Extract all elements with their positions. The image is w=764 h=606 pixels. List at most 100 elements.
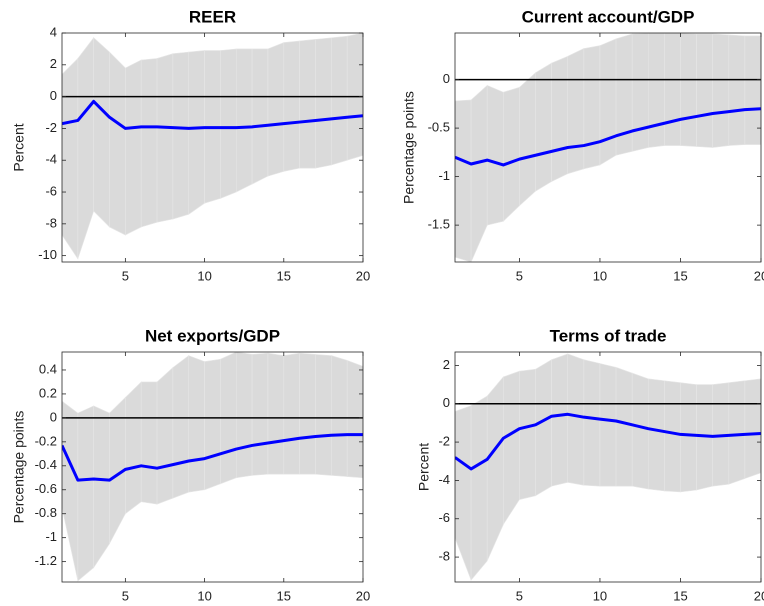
confidence-band [503, 86, 520, 222]
confidence-band [744, 378, 761, 479]
confidence-band [583, 359, 601, 487]
confidence-band [315, 354, 332, 476]
y-tick-label: 0 [50, 409, 57, 424]
confidence-band [283, 40, 300, 172]
chart-title: Current account/GDP [522, 7, 695, 26]
confidence-band [680, 382, 697, 493]
x-tick-label: 20 [754, 588, 764, 603]
x-tick-label: 5 [516, 268, 523, 283]
confidence-band [140, 381, 158, 505]
confidence-band [93, 37, 110, 228]
y-tick-label: -0.8 [35, 505, 57, 520]
x-tick-label: 15 [673, 268, 687, 283]
y-tick-label: -6 [438, 510, 450, 525]
confidence-band [599, 363, 617, 487]
confidence-band [267, 352, 285, 475]
x-tick-label: 10 [593, 268, 607, 283]
confidence-band [299, 39, 316, 169]
confidence-band [125, 59, 142, 236]
confidence-band [77, 405, 94, 582]
x-tick-label: 10 [197, 588, 211, 603]
confidence-band [204, 358, 221, 491]
confidence-band [251, 352, 269, 476]
confidence-band [631, 33, 649, 152]
y-axis-label: Percent [416, 443, 432, 491]
y-axis-label: Percentage points [11, 411, 27, 524]
y-tick-label: -4 [45, 152, 57, 167]
confidence-band [728, 380, 746, 485]
confidence-band [551, 55, 569, 182]
confidence-band [470, 395, 488, 581]
confidence-band [696, 33, 713, 148]
y-tick-label: -8 [438, 549, 450, 564]
confidence-band [615, 366, 633, 487]
y-tick-label: -0.2 [35, 433, 57, 448]
confidence-band [567, 353, 585, 486]
y-tick-label: -2 [438, 434, 450, 449]
confidence-band [172, 51, 190, 220]
axes-frame [61, 32, 364, 263]
y-tick-label: -1.5 [428, 217, 450, 232]
y-tick-label: -1 [438, 168, 450, 183]
y-tick-label: -0.4 [35, 457, 57, 472]
confidence-band [647, 33, 665, 148]
y-tick-label: -1 [45, 529, 57, 544]
y-tick-label: 0 [443, 71, 450, 86]
confidence-band [140, 58, 158, 228]
x-tick-label: 20 [754, 268, 764, 283]
axes-frame [61, 351, 364, 583]
x-tick-label: 5 [122, 588, 129, 603]
y-tick-label: -0.6 [35, 481, 57, 496]
confidence-band [188, 50, 205, 215]
chart-title: REER [189, 7, 236, 26]
y-tick-label: -0.5 [428, 120, 450, 135]
confidence-band [567, 48, 585, 175]
y-tick-label: -8 [45, 215, 57, 230]
confidence-band [156, 366, 174, 505]
confidence-band [188, 355, 205, 493]
confidence-band [486, 84, 504, 226]
axes-frame [454, 351, 762, 583]
confidence-band [235, 48, 253, 193]
confidence-band [583, 45, 601, 170]
x-tick-label: 10 [197, 268, 211, 283]
confidence-band [109, 51, 126, 236]
response-line [455, 107, 761, 167]
y-tick-label: 0 [50, 88, 57, 103]
confidence-band [535, 62, 552, 192]
axes-frame [454, 32, 762, 263]
confidence-band [172, 354, 190, 499]
confidence-band [346, 359, 363, 479]
x-tick-label: 15 [673, 588, 687, 603]
plot-area [62, 33, 363, 260]
y-axis-label: Percent [11, 123, 27, 171]
confidence-band [647, 378, 665, 492]
y-tick-label: -2 [45, 120, 57, 135]
confidence-band [235, 352, 253, 479]
confidence-band [62, 400, 79, 581]
confidence-band [503, 370, 520, 526]
confidence-band [331, 355, 348, 477]
confidence-band [315, 37, 332, 169]
x-tick-label: 20 [356, 268, 370, 283]
plot-area [455, 33, 761, 262]
response-line [455, 412, 761, 471]
x-tick-label: 5 [516, 588, 523, 603]
y-tick-label: 2 [443, 357, 450, 372]
confidence-band [156, 53, 174, 223]
confidence-band [299, 352, 316, 475]
y-tick-label: -4 [438, 472, 450, 487]
confidence-band [455, 99, 472, 262]
chart-title: Terms of trade [550, 326, 667, 345]
confidence-band [77, 36, 94, 259]
confidence-band [125, 381, 142, 515]
confidence-band [631, 372, 649, 490]
confidence-band [251, 48, 269, 185]
confidence-band [486, 376, 504, 562]
confidence-band [470, 84, 488, 262]
confidence-band [728, 34, 746, 146]
chart-title: Net exports/GDP [145, 326, 280, 345]
x-tick-label: 10 [593, 588, 607, 603]
